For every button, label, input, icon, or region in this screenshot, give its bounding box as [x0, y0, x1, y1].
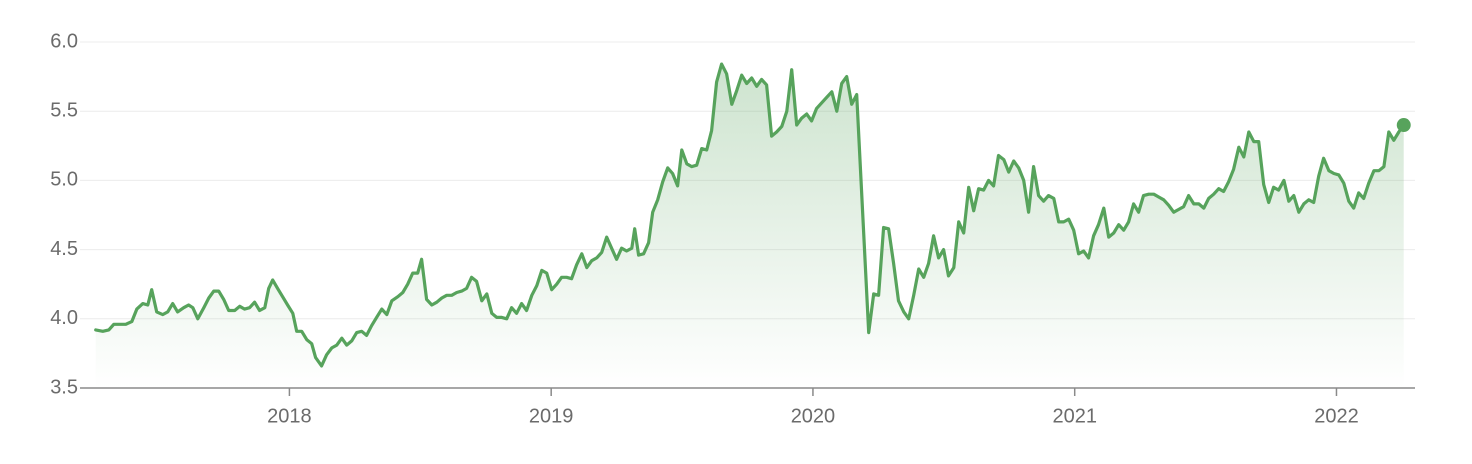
y-tick-label: 4.0 — [50, 307, 78, 329]
x-tick-label: 2021 — [1052, 405, 1097, 427]
x-tick-label: 2022 — [1314, 405, 1359, 427]
y-tick-label: 6.0 — [50, 30, 78, 52]
y-tick-label: 4.5 — [50, 238, 78, 260]
end-marker — [1396, 118, 1411, 133]
x-tick-label: 2019 — [529, 405, 574, 427]
y-tick-label: 3.5 — [50, 376, 78, 398]
x-tick-label: 2018 — [267, 405, 312, 427]
price-line — [94, 62, 1406, 368]
y-tick-label: 5.0 — [50, 169, 78, 191]
area-fill — [95, 64, 1404, 388]
y-tick-label: 5.5 — [50, 99, 78, 121]
x-tick-label: 2020 — [791, 405, 836, 427]
